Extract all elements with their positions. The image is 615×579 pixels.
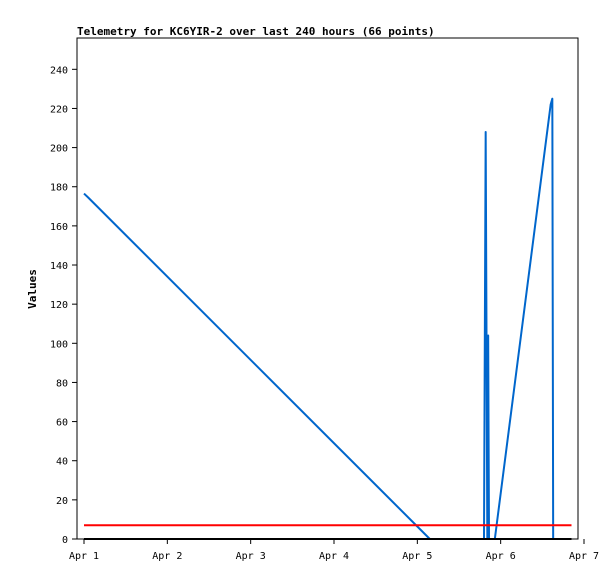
chart-title: Telemetry for KC6YIR-2 over last 240 hou… [77, 25, 435, 38]
y-tick-label: 180 [50, 183, 68, 194]
y-tick-label: 120 [50, 300, 68, 311]
y-tick-label: 60 [56, 418, 68, 429]
x-tick-label: Apr 6 [486, 551, 516, 562]
y-axis: 0 20 40 60 80 100 120 140 160 180 200 220 240 [50, 65, 77, 546]
y-tick-label: 80 [56, 378, 68, 389]
series-line-0 [83, 97, 555, 540]
plot-frame [76, 37, 579, 540]
y-tick-label: 40 [56, 457, 68, 468]
y-tick-label: 220 [50, 104, 68, 115]
series-layer [83, 97, 572, 540]
y-tick-label: 240 [50, 65, 68, 76]
x-tick-label: Apr 3 [236, 551, 266, 562]
y-axis-label: Values [26, 269, 39, 309]
x-tick-label: Apr 2 [152, 551, 182, 562]
y-tick-label: 200 [50, 144, 68, 155]
x-tick-label: Apr 4 [319, 551, 349, 562]
y-tick-label: 160 [50, 222, 68, 233]
x-tick-label: Apr 5 [402, 551, 432, 562]
y-tick-label: 0 [62, 535, 68, 546]
y-tick-label: 140 [50, 261, 68, 272]
x-tick-label: Apr 1 [69, 551, 99, 562]
x-axis: Apr 1 Apr 2 Apr 3 Apr 4 Apr 5 Apr 6 Apr 7 [69, 539, 599, 562]
y-tick-label: 20 [56, 496, 68, 507]
y-tick-label: 100 [50, 339, 68, 350]
x-tick-label: Apr 7 [569, 551, 599, 562]
